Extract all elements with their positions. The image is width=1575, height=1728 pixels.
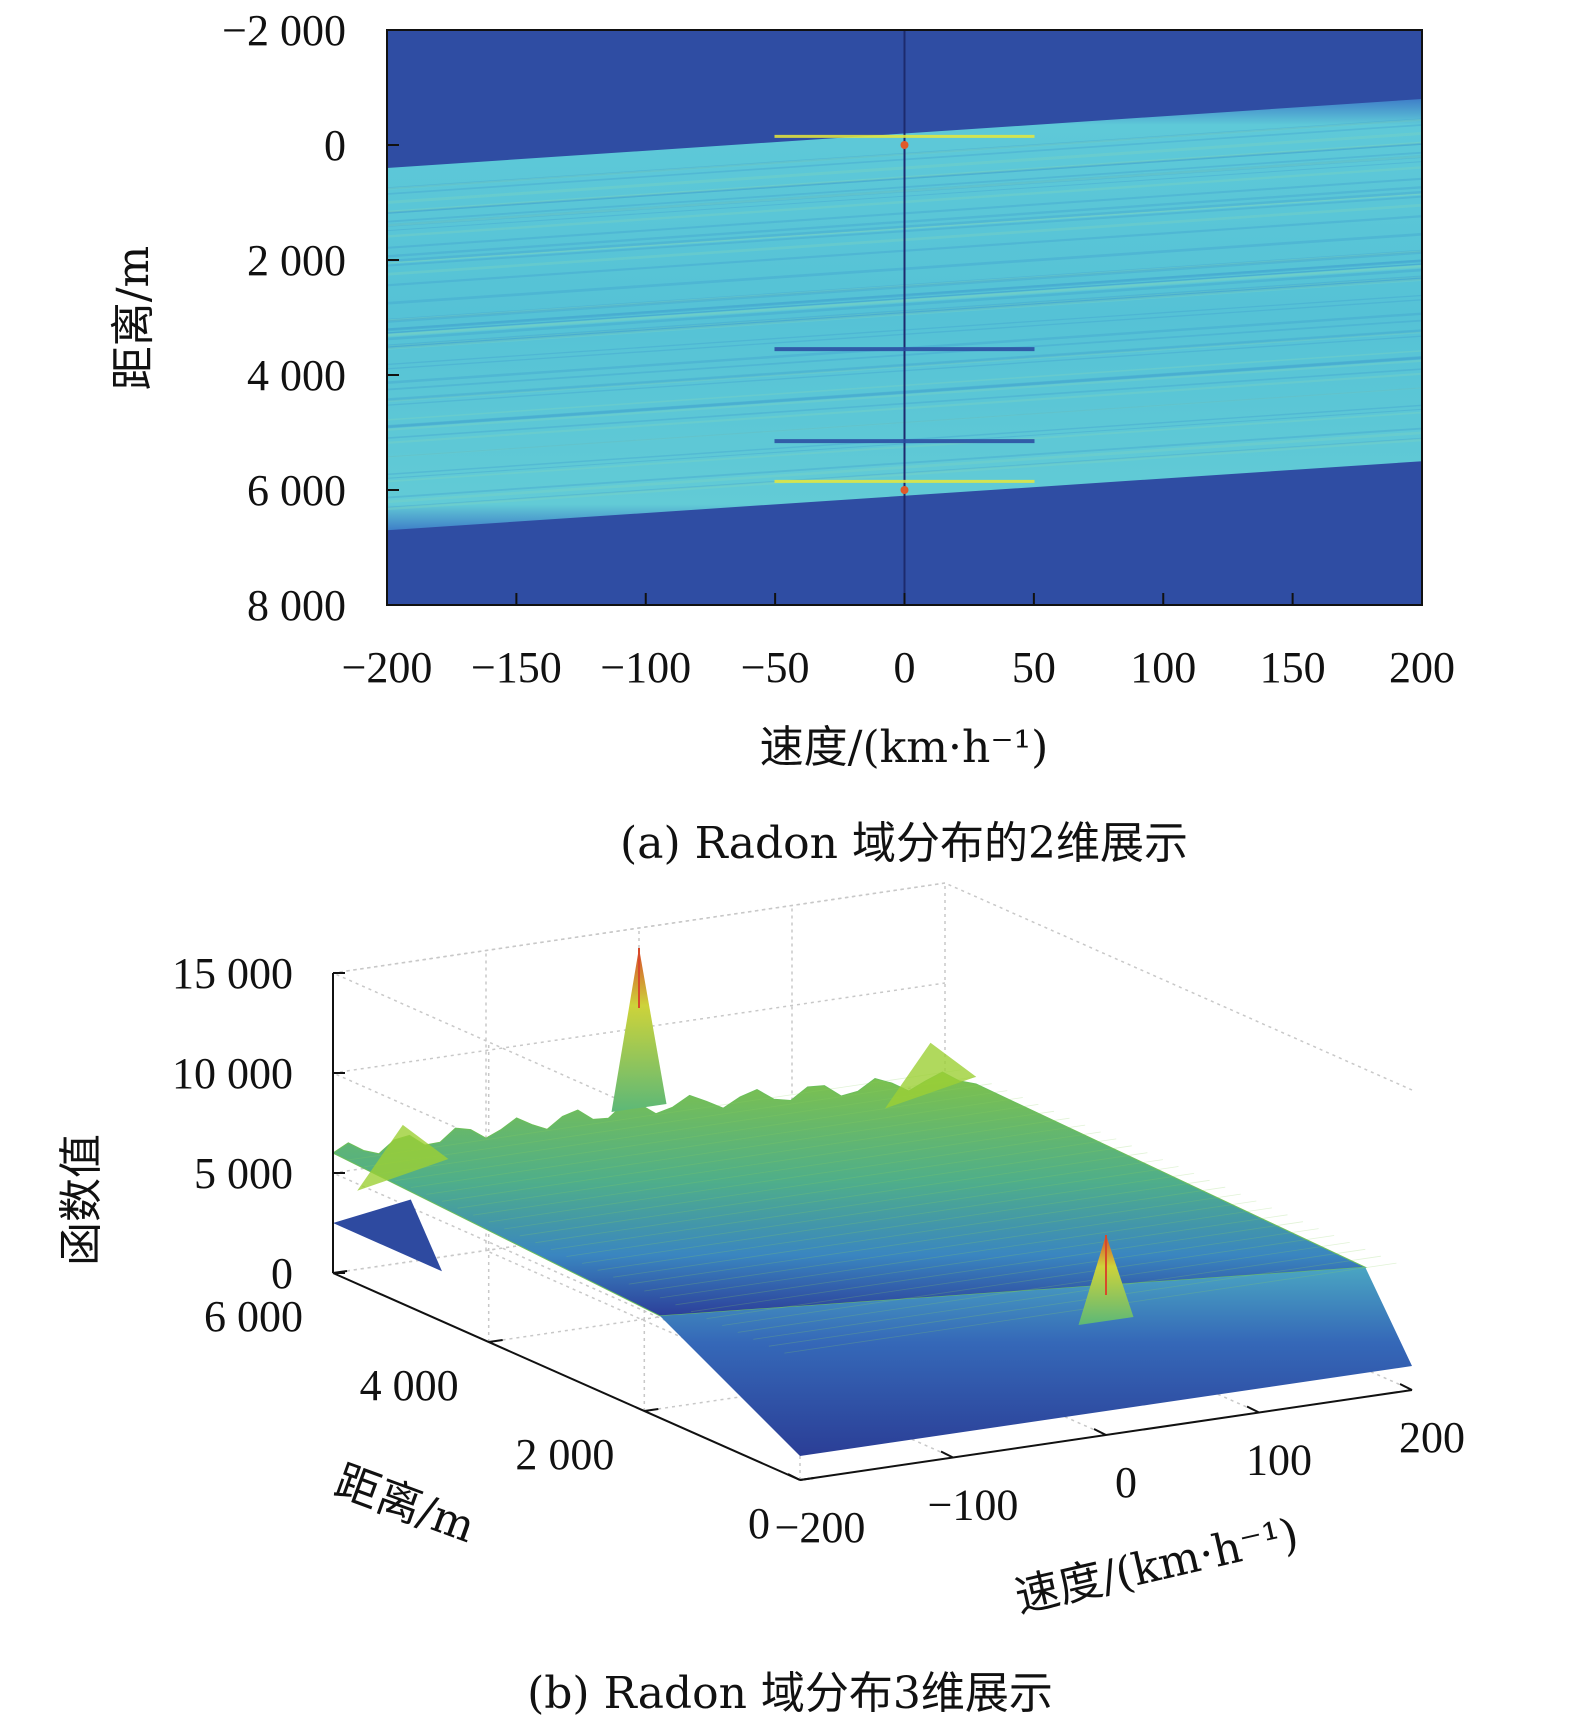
chart-b-x-axis: −200 −100 0 100 200 [775,1383,1465,1552]
y-tick-label: 6 000 [204,1292,303,1341]
chart-a-x-axis: −200 −150 −100 −50 0 50 100 150 200 [342,593,1455,692]
y-tick-mark [644,1408,659,1412]
surface-mesh-line [550,1159,1163,1250]
x-tick-label: −50 [741,643,810,692]
surface-mesh-line [582,1173,1195,1264]
y-tick-label: 0 [748,1499,770,1548]
chart-b-caption: (b) Radon 域分布3维展示 [527,1668,1053,1719]
surface-mesh-line [426,1104,1039,1195]
chart-b-y-axis-label: 距离/m [328,1456,481,1553]
chart-a-heatmap: −200 −150 −100 −50 0 50 100 150 200 −2 000 0 2 000… [108,6,1455,869]
y-tick-label: 0 [324,121,346,170]
x-tick-label: 200 [1399,1413,1465,1462]
z-tick-label: 0 [271,1249,293,1298]
x-tick-label: 0 [894,643,916,692]
y-tick-label: 8 000 [247,581,346,630]
surface-mesh-line [659,1207,1272,1299]
y-tick-label: 2 000 [247,236,346,285]
x-tick-mark [1246,1405,1260,1414]
chart-a-caption: (a) Radon 域分布的2维展示 [620,818,1188,869]
surface-mesh-line [395,1090,1008,1181]
surface-plot [332,948,1412,1456]
surface-mesh-line [597,1179,1210,1271]
x-tick-mark [1399,1383,1413,1391]
surface-mesh-line [457,1117,1070,1209]
surface-mesh-line [613,1186,1226,1278]
x-tick-label: 100 [1246,1436,1312,1485]
chart-a-y-axis: −2 000 0 2 000 4 000 6 000 8 000 [222,6,399,630]
y-tick-mark [799,1477,815,1481]
grid-line [332,882,1413,1091]
x-tick-label: −200 [775,1503,866,1552]
heatmap-peak-dot [900,486,909,494]
chart-b-x-axis-label: 速度/(km·h⁻¹) [1010,1509,1303,1624]
chart-b-z-axis-label: 函数值 [56,1134,107,1266]
surface-mesh-line [737,1242,1350,1333]
surface-mesh-line [628,1193,1241,1285]
surface-mesh-line [768,1255,1381,1347]
heatmap-peak-dot [900,141,909,149]
y-tick-label: 6 000 [247,466,346,515]
z-tick-label: 10 000 [172,1049,293,1098]
y-tick-label: 2 000 [515,1430,614,1479]
x-tick-label: 100 [1130,643,1196,692]
surface-mesh-line [535,1152,1148,1244]
surface-hill [357,1124,449,1191]
surface-mesh-line [473,1124,1086,1216]
surface-mesh-line [675,1214,1288,1306]
z-tick-label: 15 000 [172,949,293,998]
x-tick-label: −150 [471,643,562,692]
surface-mesh-line [504,1138,1117,1230]
x-tick-label: 200 [1389,643,1455,692]
surface-mesh-line [410,1097,1023,1188]
chart-b-y-axis: 0 2 000 4 000 6 000 [204,1270,815,1548]
surface-front-slope [659,1267,1412,1456]
surface-mesh-line [706,1228,1319,1319]
x-tick-label: 50 [1012,643,1056,692]
y-tick-label: −2 000 [222,6,346,55]
surface-mesh-line [348,1069,961,1161]
x-tick-mark [787,1473,801,1481]
y-tick-label: 4 000 [247,351,346,400]
chart-b-z-axis: 0 5 000 10 000 15 000 [172,949,345,1298]
y-axis-line [332,1272,801,1481]
surface-mesh-line [644,1200,1257,1292]
surface-mesh-line [690,1221,1304,1313]
x-tick-label: 0 [1115,1458,1137,1507]
heatmap-features [774,134,1035,494]
chart-a-x-axis-label: 速度/(km·h⁻¹) [760,722,1049,773]
y-tick-mark [332,1270,348,1274]
x-tick-mark [1093,1428,1107,1436]
surface-mesh-line [722,1235,1335,1326]
x-tick-label: −200 [342,643,433,692]
surface-mesh-line [753,1248,1366,1340]
surface-hill [884,1042,977,1109]
x-tick-label: −100 [928,1481,1019,1530]
surface-mesh-line [488,1131,1101,1223]
x-tick-mark [940,1450,954,1459]
surface-mesh-line [364,1076,977,1168]
x-tick-label: 150 [1260,643,1326,692]
z-tick-label: 5 000 [194,1149,293,1198]
x-tick-label: −100 [600,643,691,692]
surface-mesh-line [441,1110,1055,1202]
surface-mesh-line [566,1166,1179,1257]
chart-b-surface: 0 5 000 10 000 15 000 0 2 000 4 000 6 000 −200… [56,882,1465,1719]
surface-peak [611,948,667,1112]
y-tick-label: 4 000 [360,1361,459,1410]
surface-mesh-line [379,1083,992,1175]
surface-mesh-line [519,1145,1132,1237]
surface-left-edge [333,1199,442,1272]
chart-a-y-axis-label: 距离/m [108,246,159,391]
y-tick-mark [488,1339,503,1343]
